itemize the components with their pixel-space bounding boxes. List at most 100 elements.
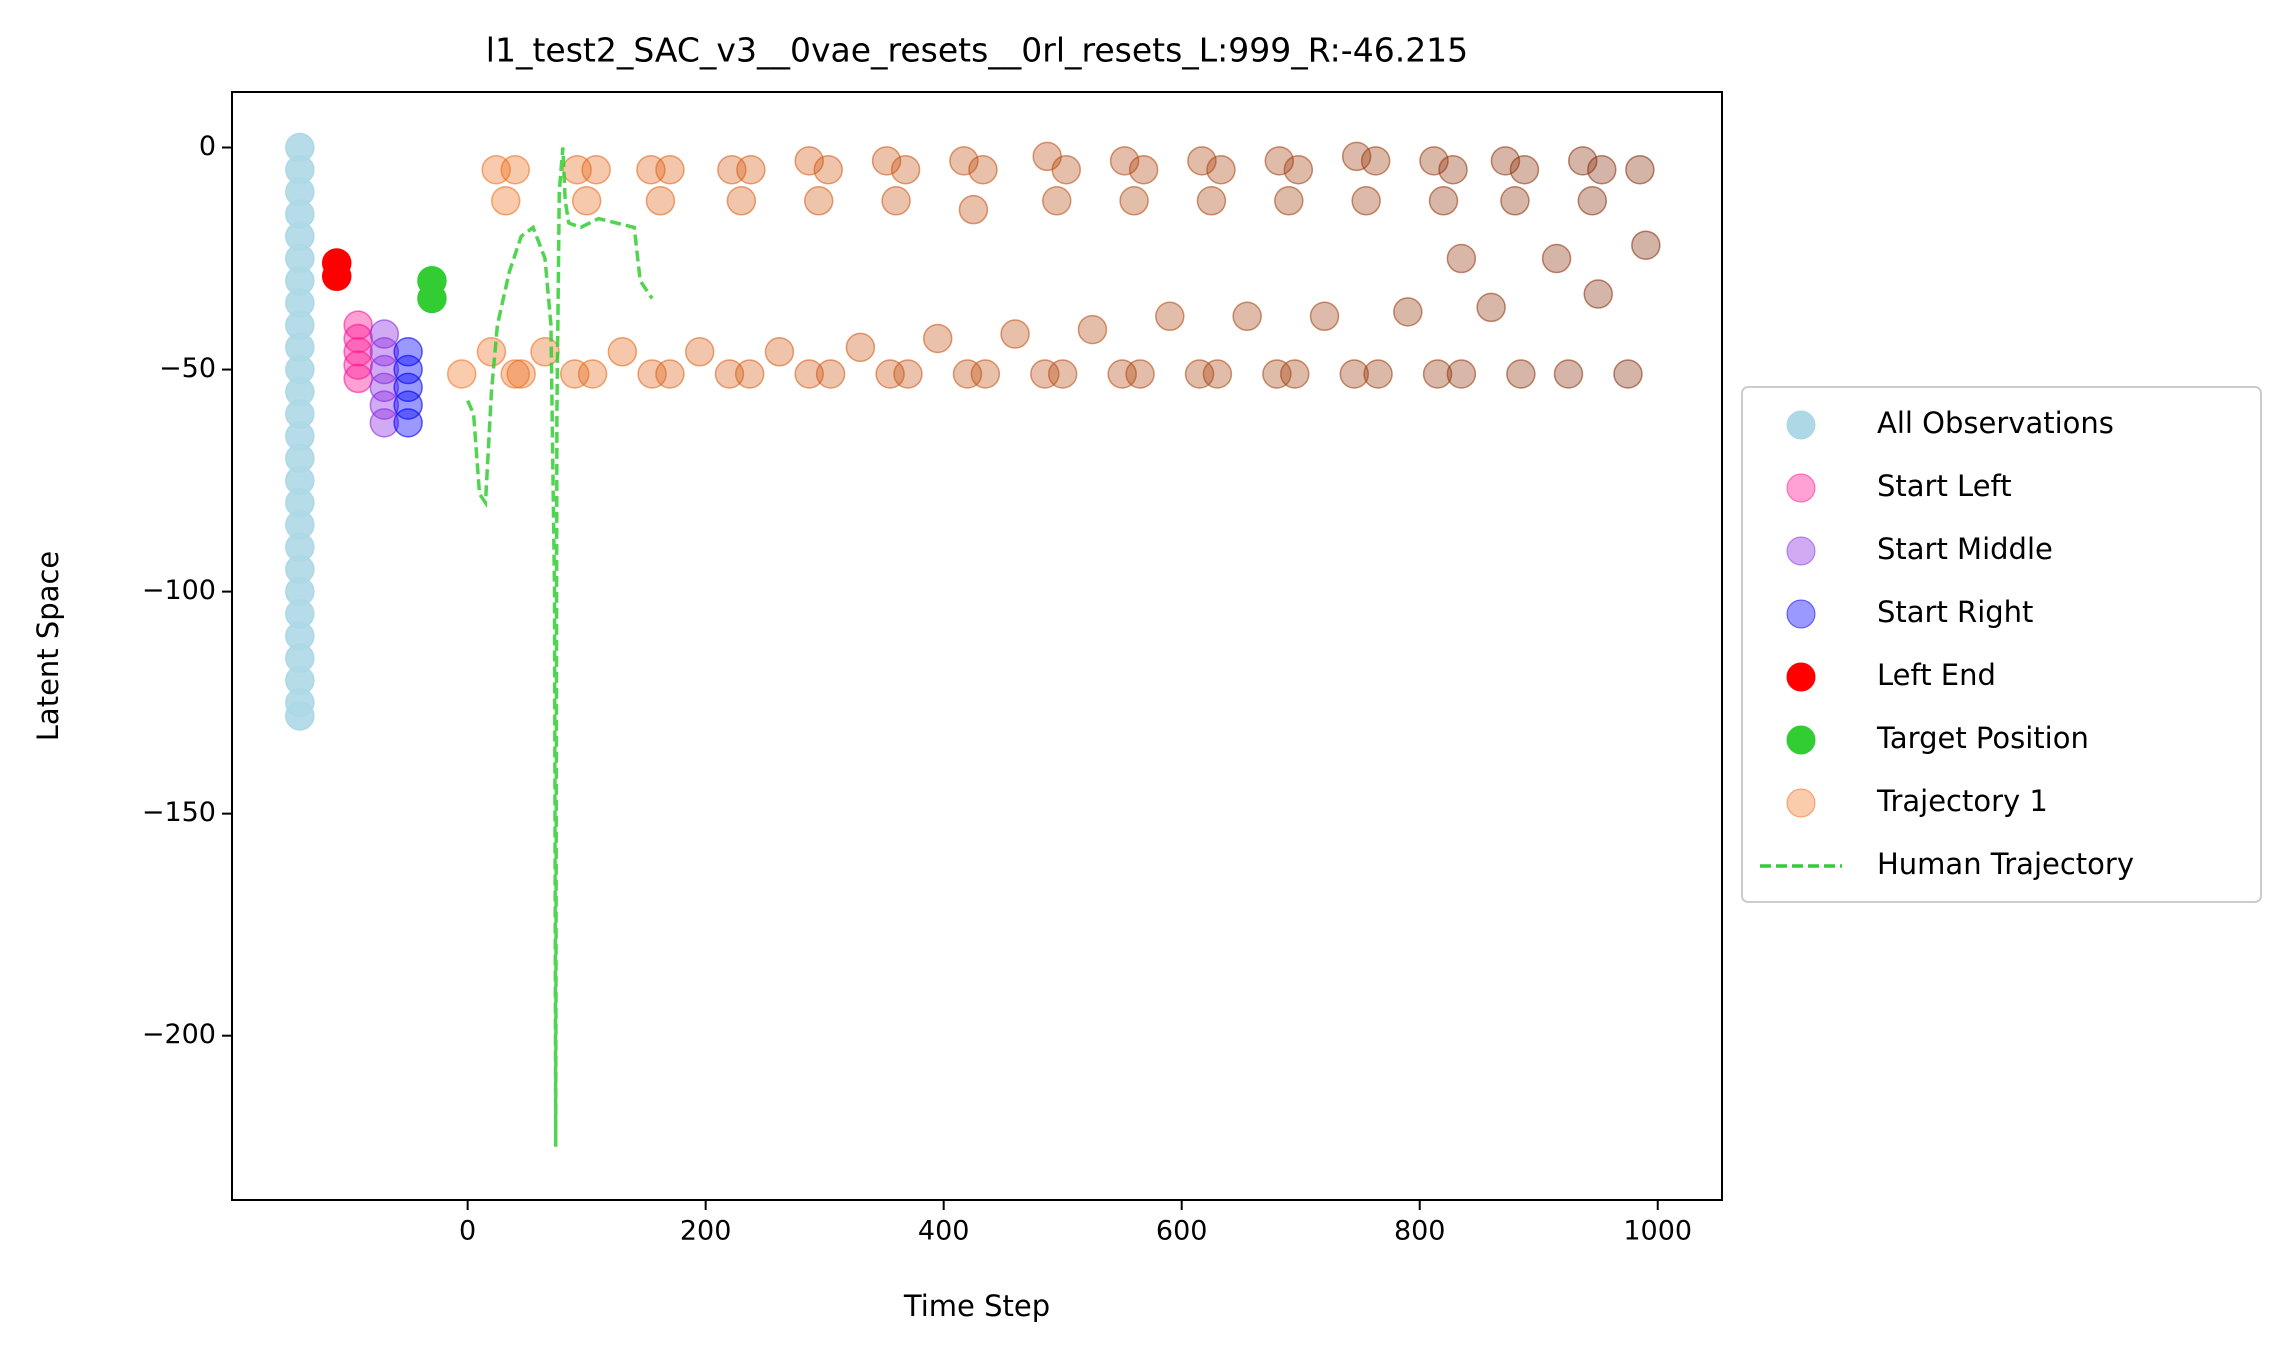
- scatter-point: [1568, 146, 1598, 176]
- legend-label: Human Trajectory: [1877, 847, 2134, 881]
- scatter-point: [949, 146, 979, 176]
- scatter-point: [684, 337, 715, 367]
- legend-label: Target Position: [1876, 721, 2089, 755]
- scatter-point: [1428, 186, 1459, 216]
- scatter-point: [393, 372, 423, 403]
- legend-marker: [1786, 473, 1816, 503]
- x-tick-label: 1000: [1623, 1216, 1692, 1247]
- scatter-point: [1202, 359, 1233, 389]
- scatter-point: [968, 154, 998, 185]
- scatter-point: [871, 146, 902, 176]
- scatter-point: [1422, 359, 1453, 389]
- scatter-point: [1041, 186, 1072, 216]
- scatter-point: [1490, 146, 1521, 176]
- scatter-point: [321, 261, 352, 292]
- scatter-point: [1339, 359, 1370, 389]
- scatter-point: [1625, 154, 1655, 185]
- scatter-point: [1631, 230, 1661, 260]
- scatter-point: [1128, 154, 1159, 185]
- scatter-point: [1541, 243, 1572, 274]
- scatter-point: [803, 186, 834, 216]
- scatter-point: [952, 359, 983, 389]
- scatter-point: [794, 146, 824, 176]
- legend-frame: [1741, 386, 2262, 903]
- scatter-point: [1047, 359, 1078, 389]
- scatter-point: [1500, 186, 1530, 216]
- scatter-point: [1274, 186, 1304, 216]
- scatter-point: [446, 359, 477, 389]
- scatter-point: [875, 359, 905, 389]
- scatter-point: [637, 359, 667, 389]
- scatter-point: [1476, 292, 1506, 323]
- legend-marker: [1786, 536, 1816, 566]
- legend-label: Start Left: [1877, 469, 2012, 503]
- scatter-point: [369, 354, 400, 385]
- scatter-point: [736, 154, 766, 185]
- scatter-point: [285, 701, 315, 731]
- scatter-point: [1283, 154, 1314, 185]
- scatter-point: [1341, 141, 1372, 172]
- chart-title: l1_test2_SAC_v3__0vae_resets__0rl_resets…: [486, 31, 1468, 70]
- scatter-point: [530, 337, 560, 367]
- scatter-point: [815, 359, 846, 389]
- scatter-point: [1000, 319, 1030, 349]
- scatter-point: [655, 154, 685, 185]
- scatter-point: [1446, 243, 1477, 274]
- legend-marker: [1786, 410, 1816, 440]
- legend-label: Trajectory 1: [1876, 784, 2048, 818]
- scatter-point: [1583, 279, 1613, 309]
- y-tick-label: −100: [142, 575, 216, 606]
- scatter-point: [1509, 154, 1540, 185]
- scatter-point: [1438, 154, 1468, 185]
- scatter-point: [881, 186, 911, 216]
- scatter-point: [393, 354, 423, 385]
- legend-label: Start Right: [1877, 595, 2033, 629]
- scatter-point: [393, 390, 423, 420]
- scatter-point: [645, 186, 676, 216]
- scatter-point: [1262, 359, 1292, 389]
- scatter-point: [369, 319, 400, 349]
- scatter-point: [417, 283, 447, 314]
- x-tick-label: 600: [1156, 1216, 1208, 1247]
- scatter-point: [726, 186, 757, 216]
- scatter-point: [813, 154, 843, 185]
- scatter-point: [393, 337, 423, 367]
- axes-frame: [231, 91, 1723, 1201]
- scatter-point: [559, 359, 590, 389]
- scatter-point: [369, 390, 400, 420]
- scatter-point: [655, 359, 685, 389]
- scatter-point: [764, 337, 795, 367]
- scatter-point: [1051, 154, 1082, 185]
- scatter-point: [343, 363, 373, 394]
- legend-marker: [1786, 788, 1816, 818]
- scatter-point: [577, 359, 608, 389]
- scatter-point: [1360, 146, 1391, 176]
- scatter-point: [1119, 186, 1149, 216]
- scatter-point: [1206, 154, 1236, 185]
- scatter-point: [714, 359, 745, 389]
- scatter-point: [607, 337, 638, 367]
- scatter-point: [369, 337, 400, 367]
- scatter-point: [922, 323, 953, 354]
- scatter-point: [571, 186, 602, 216]
- scatter-point: [1125, 359, 1155, 389]
- scatter-point: [1613, 359, 1643, 389]
- scatter-point: [369, 372, 400, 403]
- scatter-point: [1184, 359, 1215, 389]
- scatter-point: [490, 186, 521, 216]
- scatter-point: [1109, 146, 1140, 176]
- legend-marker: [1786, 725, 1816, 755]
- scatter-point: [1309, 301, 1340, 332]
- scatter-point: [1030, 359, 1060, 389]
- y-tick-label: −50: [159, 353, 216, 384]
- scatter-point: [1577, 186, 1608, 216]
- scatter-point: [794, 359, 824, 389]
- scatter-point: [1363, 359, 1393, 389]
- scatter-point: [845, 332, 876, 363]
- scatter-point: [893, 359, 923, 389]
- scatter-point: [1196, 186, 1227, 216]
- line-series: [466, 147, 654, 1147]
- y-tick-label: 0: [199, 131, 216, 162]
- scatter-point: [476, 337, 507, 367]
